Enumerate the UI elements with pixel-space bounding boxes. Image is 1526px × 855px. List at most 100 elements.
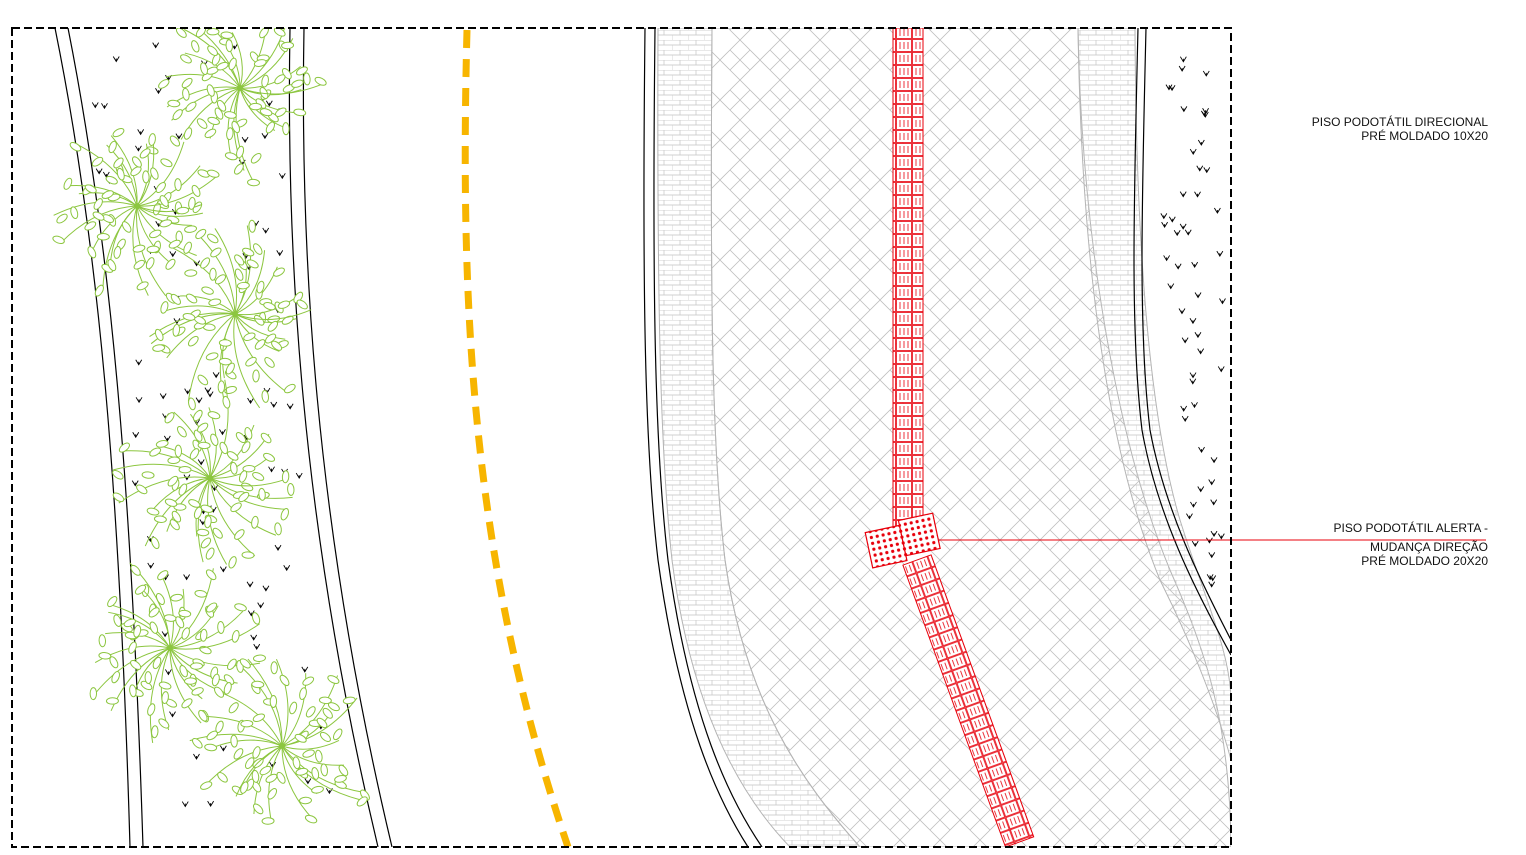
tree-leaf — [211, 53, 221, 66]
grass-mark — [257, 602, 265, 609]
tree-branch — [184, 29, 241, 89]
tree-leaf — [356, 796, 368, 807]
tree-branch — [136, 205, 167, 297]
tree-branch — [211, 739, 283, 749]
tree-leaf — [167, 456, 181, 465]
tree-leaf — [152, 344, 166, 352]
tree-leaf — [226, 451, 239, 461]
tree-leaf — [207, 116, 220, 126]
grass-mark — [1190, 501, 1197, 508]
tree-leaf — [238, 470, 248, 483]
grass-mark — [304, 778, 312, 785]
tree-leaf — [194, 589, 208, 598]
tree-leaf — [302, 749, 315, 758]
tree-leaf — [190, 662, 204, 670]
grass-mark — [1178, 65, 1186, 72]
curb-line-far-right-2 — [1133, 28, 1231, 656]
tree-leaf — [252, 654, 266, 662]
tree-leaf — [253, 59, 267, 67]
tree-leaf — [150, 536, 160, 550]
tree-leaf — [174, 10, 188, 21]
tree-leaf — [259, 108, 273, 117]
grass-mark — [1210, 457, 1218, 464]
tree-leaf — [56, 213, 68, 224]
tree-leaf — [230, 734, 238, 748]
grass-mark — [1210, 499, 1218, 506]
tree-leaf — [234, 603, 247, 612]
tree-leaf — [244, 757, 255, 769]
tree-leaf — [264, 357, 275, 368]
tree-leaf — [172, 109, 183, 121]
tree-leaf — [234, 268, 244, 281]
tree-leaf — [265, 773, 278, 783]
tree-branch — [136, 141, 185, 207]
grass-mark — [1194, 191, 1201, 198]
grass-mark — [175, 133, 183, 140]
tree-leaf — [263, 302, 276, 311]
tree-leaf — [161, 691, 169, 704]
tree-branch — [169, 647, 203, 700]
grass-mark — [1181, 415, 1189, 422]
tree-branch — [233, 313, 261, 409]
tree-leaf — [52, 235, 65, 244]
tree-leaf — [155, 439, 169, 448]
tree-leaf — [142, 170, 150, 184]
tree-branch — [169, 623, 260, 650]
tree-leaf — [145, 257, 155, 270]
tree-leaf — [212, 527, 223, 539]
grass-mark — [184, 388, 192, 395]
tree-leaf — [206, 169, 220, 178]
grass-mark — [1197, 139, 1205, 146]
tree-leaf — [295, 767, 309, 776]
grass-mark — [195, 397, 203, 404]
grass-mark — [1161, 221, 1168, 229]
tree-leaf — [188, 397, 196, 411]
tree-branch — [136, 204, 203, 213]
tree-leaf — [233, 163, 244, 175]
tree-leaf — [198, 709, 208, 722]
tree-leaf — [246, 259, 259, 269]
tree-leaf — [204, 515, 212, 529]
tree-leaf — [208, 298, 222, 307]
tree-leaf — [240, 781, 249, 794]
tree-leaf — [252, 369, 260, 383]
grass-mark — [1217, 366, 1225, 373]
tree-leaf — [178, 483, 188, 496]
tree-leaf — [227, 658, 237, 671]
tree-leaf — [191, 737, 203, 749]
tree-leaf — [216, 99, 227, 112]
tree-leaf — [183, 241, 192, 254]
grass-mark — [204, 387, 212, 394]
tree-leaf — [113, 614, 122, 627]
grass-mark — [135, 359, 143, 366]
tree-leaf — [178, 609, 192, 618]
tree-leaf — [296, 66, 308, 76]
grass-mark — [1200, 110, 1208, 117]
tree-leaf — [184, 225, 198, 233]
tree-leaf — [171, 510, 182, 523]
tree-leaf — [147, 703, 156, 716]
grass-mark — [295, 472, 303, 479]
tree-branch — [180, 295, 236, 315]
grass-mark — [262, 227, 270, 234]
grass-mark — [1184, 229, 1192, 236]
tree-leaf — [314, 76, 327, 86]
tree-leaf — [136, 281, 149, 291]
tree-leaf — [226, 127, 234, 141]
grass-mark — [1174, 263, 1182, 270]
tree-branch — [209, 477, 277, 536]
tree-leaf — [149, 447, 162, 457]
paver-border-left — [657, 28, 861, 847]
tree-leaf — [112, 492, 125, 503]
grass-mark — [1160, 213, 1168, 220]
grass-mark — [159, 393, 167, 400]
tree-leaf — [133, 259, 145, 270]
tree-branch — [136, 205, 169, 262]
tree-leaf — [84, 221, 97, 231]
grass-mark — [274, 544, 282, 552]
tree-leaf — [228, 57, 237, 71]
tree-branch — [171, 247, 236, 315]
grass-mark — [207, 800, 214, 808]
grass-mark — [261, 132, 269, 140]
tree-leaf — [151, 725, 159, 739]
